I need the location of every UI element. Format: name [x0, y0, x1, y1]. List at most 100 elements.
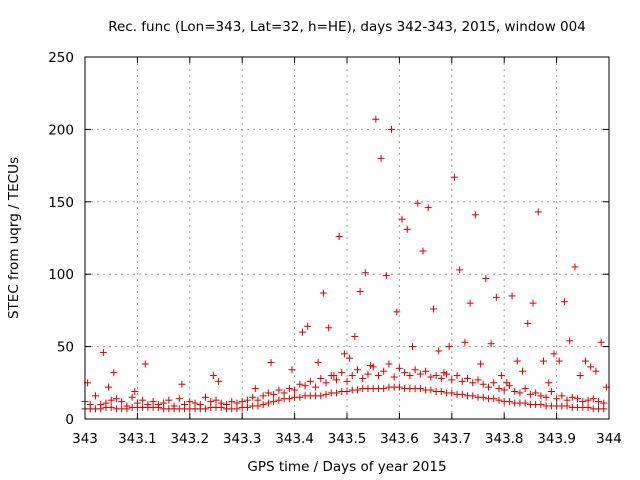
x-tick-label: 343.9 — [537, 431, 576, 447]
data-point — [102, 399, 110, 407]
data-point — [160, 399, 168, 407]
data-point — [270, 398, 278, 406]
data-point — [416, 385, 424, 393]
data-point — [597, 338, 605, 346]
data-point — [243, 403, 251, 411]
data-point — [484, 383, 492, 391]
data-point — [560, 298, 568, 306]
data-point — [141, 360, 149, 368]
data-point — [498, 372, 506, 380]
data-point — [464, 374, 472, 382]
data-point — [411, 366, 419, 374]
data-point — [291, 386, 299, 394]
data-point — [374, 372, 382, 380]
y-tick-label: 100 — [48, 267, 74, 283]
data-point — [422, 367, 430, 375]
data-point — [154, 401, 162, 409]
data-point — [495, 385, 503, 393]
data-point — [133, 399, 141, 407]
data-point — [581, 357, 589, 365]
data-point — [280, 389, 288, 397]
data-point — [259, 401, 267, 409]
data-point — [521, 399, 529, 407]
data-point — [395, 364, 403, 372]
data-point — [566, 337, 574, 345]
data-point — [212, 396, 220, 404]
data-point — [267, 359, 275, 367]
data-point — [285, 395, 293, 403]
data-point — [540, 357, 547, 365]
data-point — [461, 338, 469, 346]
data-point — [97, 401, 105, 409]
data-point — [380, 385, 388, 393]
data-point — [353, 386, 361, 394]
data-point — [333, 376, 341, 384]
data-point — [547, 387, 555, 395]
data-point — [553, 395, 561, 403]
data-point — [558, 392, 566, 400]
x-tick-label: 343.6 — [380, 431, 419, 447]
y-tick-label: 150 — [48, 195, 74, 211]
data-point — [322, 379, 330, 387]
data-point — [545, 379, 553, 387]
data-point — [424, 204, 432, 212]
x-tick-label: 343.4 — [275, 431, 314, 447]
data-point — [340, 350, 348, 358]
data-point — [448, 389, 456, 397]
data-point — [107, 403, 115, 411]
data-point — [317, 374, 325, 382]
data-point — [319, 289, 327, 297]
data-point — [301, 382, 309, 390]
data-point — [359, 374, 367, 382]
data-point — [458, 390, 466, 398]
y-tick-label: 50 — [57, 340, 74, 356]
data-point — [511, 387, 519, 395]
data-point — [584, 396, 592, 404]
data-point — [107, 396, 115, 404]
data-point — [186, 398, 194, 406]
data-point — [505, 398, 513, 406]
data-point — [584, 403, 592, 411]
data-point — [191, 399, 199, 407]
data-point — [314, 359, 322, 367]
data-point — [474, 376, 482, 384]
data-point — [563, 396, 571, 404]
data-point — [285, 385, 293, 393]
data-point — [175, 395, 183, 403]
data-point — [398, 215, 406, 223]
data-point — [181, 401, 189, 409]
data-point — [238, 398, 246, 406]
data-point — [450, 173, 458, 181]
data-point — [419, 247, 427, 255]
data-point — [492, 293, 500, 301]
data-point — [139, 396, 147, 404]
data-point — [322, 390, 330, 398]
data-point — [128, 393, 136, 401]
data-point — [471, 211, 479, 219]
data-point — [372, 115, 380, 123]
data-point — [209, 372, 217, 380]
data-point — [479, 393, 487, 401]
data-point — [202, 393, 210, 401]
data-point — [254, 396, 262, 404]
data-point — [427, 373, 435, 381]
x-tick-label: 343.5 — [328, 431, 367, 447]
data-point — [343, 387, 351, 395]
data-point — [479, 380, 487, 388]
data-point — [513, 357, 521, 365]
data-point — [589, 395, 597, 403]
data-point — [437, 387, 445, 395]
x-tick-label: 344 — [596, 431, 622, 447]
data-point — [550, 350, 558, 358]
data-point — [112, 395, 120, 403]
data-point — [503, 379, 511, 387]
data-point — [356, 288, 364, 296]
data-point — [346, 354, 354, 362]
data-point — [482, 275, 490, 283]
data-point — [215, 377, 223, 385]
data-point — [519, 367, 527, 375]
axis-ticks — [84, 56, 610, 420]
data-point — [395, 383, 403, 391]
data-point — [298, 328, 306, 336]
data-point — [131, 387, 139, 395]
